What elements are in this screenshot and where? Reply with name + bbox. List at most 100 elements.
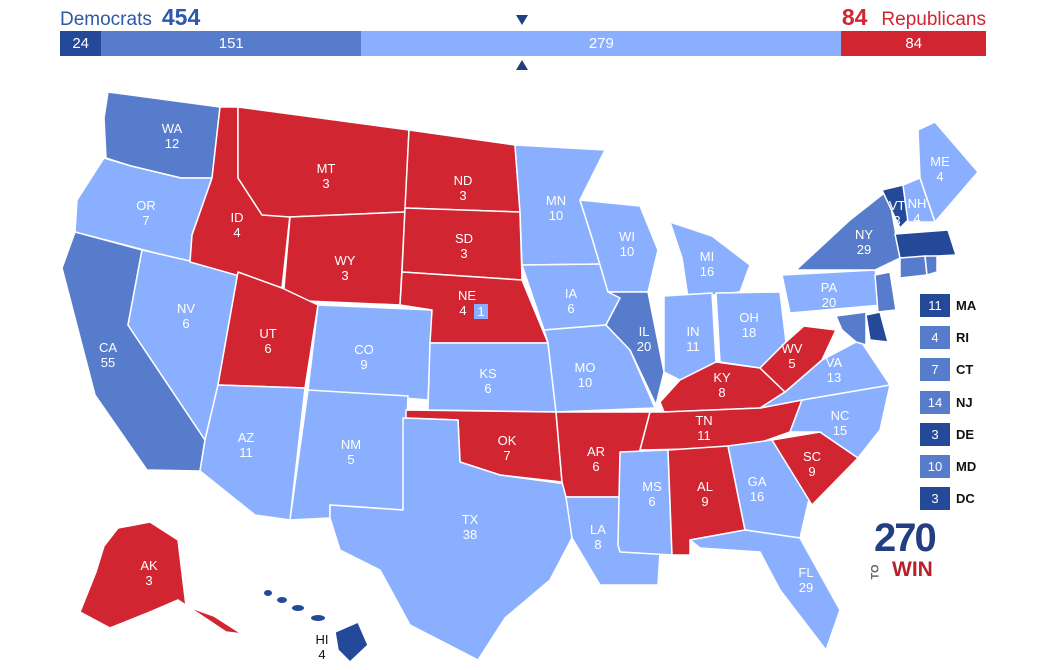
state-label-nh: NH: [908, 196, 927, 211]
legend-box-ct[interactable]: 7: [920, 358, 950, 382]
state-label-la: LA: [590, 522, 606, 537]
state-ev-ne: 4: [459, 303, 466, 318]
state-label-nv: NV: [177, 301, 195, 316]
state-ev-co: 9: [360, 357, 367, 372]
legend-row-ma[interactable]: 11 MA: [920, 289, 976, 321]
small-states-legend: 11 MA 4 RI 7 CT 14 NJ 3 DE 10 MD 3 DC: [920, 289, 976, 515]
state-ev-ak: 3: [145, 573, 152, 588]
state-ev-ia: 6: [567, 301, 574, 316]
state-hi-islet[interactable]: [277, 597, 287, 603]
state-ct[interactable]: [899, 255, 928, 279]
state-ev-ms: 6: [648, 494, 655, 509]
bar-segment-safe-rep: 84: [841, 31, 987, 56]
state-ev-tx: 38: [463, 527, 477, 542]
state-ev-ca: 55: [101, 355, 115, 370]
state-label-mt: MT: [317, 161, 336, 176]
state-label-oh: OH: [739, 310, 759, 325]
state-ev-nh: 4: [913, 211, 920, 226]
state-ev-fl: 29: [799, 580, 813, 595]
270towin-logo[interactable]: 270 TO WIN: [870, 516, 944, 582]
state-ms[interactable]: [617, 449, 673, 556]
legend-label-dc: DC: [956, 491, 975, 507]
state-label-az: AZ: [238, 430, 255, 445]
state-me[interactable]: [917, 121, 979, 223]
bar-segment-safe-dem: 24: [60, 31, 102, 56]
state-label-ut: UT: [259, 326, 276, 341]
legend-row-dc[interactable]: 3 DC: [920, 483, 976, 515]
state-il[interactable]: [605, 291, 665, 406]
state-label-sd: SD: [455, 231, 473, 246]
legend-box-nj[interactable]: 14: [920, 390, 950, 414]
legend-row-md[interactable]: 10 MD: [920, 450, 976, 482]
state-ev-wa: 12: [165, 136, 179, 151]
state-label-mo: MO: [575, 360, 596, 375]
state-label-co: CO: [354, 342, 374, 357]
legend-row-de[interactable]: 3 DE: [920, 418, 976, 450]
state-hi-islet[interactable]: [292, 605, 304, 611]
legend-box-de[interactable]: 3: [920, 422, 950, 446]
legend-box-md[interactable]: 10: [920, 455, 950, 479]
legend-row-nj[interactable]: 14 NJ: [920, 386, 976, 418]
state-label-nc: NC: [831, 408, 850, 423]
state-md[interactable]: [835, 311, 867, 346]
state-az[interactable]: [199, 384, 306, 521]
state-ut[interactable]: [217, 271, 319, 389]
state-nj[interactable]: [874, 271, 897, 313]
state-ma[interactable]: [894, 229, 957, 259]
state-label-ny: NY: [855, 227, 873, 242]
legend-box-dc[interactable]: 3: [920, 487, 950, 511]
state-hi-islet[interactable]: [264, 590, 272, 596]
legend-label-ma: MA: [956, 297, 977, 313]
state-label-va: VA: [826, 355, 843, 370]
state-ev-tn: 11: [697, 428, 711, 443]
state-ev-ok: 7: [503, 448, 510, 463]
district-ev-ne: 1: [477, 304, 484, 319]
state-ev-hi: 4: [318, 647, 325, 662]
state-hi-islet[interactable]: [311, 615, 325, 621]
electoral-vote-bar: 24 151 279 84: [60, 31, 987, 56]
legend-label-de: DE: [956, 426, 975, 442]
legend-box-ma[interactable]: 11: [920, 293, 950, 317]
270-marker-top-icon: [516, 15, 528, 25]
state-label-wi: WI: [619, 229, 635, 244]
state-ev-me: 4: [936, 169, 943, 184]
legend-row-ct[interactable]: 7 CT: [920, 354, 976, 386]
state-ev-mi: 16: [700, 264, 714, 279]
state-label-il: IL: [639, 324, 650, 339]
state-ev-nc: 15: [833, 423, 847, 438]
state-ev-wv: 5: [788, 356, 795, 371]
state-ny[interactable]: [795, 189, 901, 271]
state-label-id: ID: [231, 210, 244, 225]
270-marker-bottom-icon: [516, 60, 528, 70]
state-fl[interactable]: [689, 529, 841, 651]
logo-win-text: WIN: [892, 558, 933, 581]
state-label-tn: TN: [695, 413, 712, 428]
state-ak[interactable]: [79, 521, 243, 635]
state-de[interactable]: [865, 311, 889, 343]
state-ga[interactable]: [727, 439, 811, 539]
state-label-in: IN: [687, 324, 700, 339]
state-wv[interactable]: [759, 325, 837, 393]
state-ev-wy: 3: [341, 268, 348, 283]
district-box-ne[interactable]: [474, 304, 488, 319]
bar-segment-likely-dem: 151: [101, 31, 362, 56]
state-ev-oh: 18: [742, 325, 756, 340]
state-label-ca: CA: [99, 340, 117, 355]
bar-segment-lean-dem: 279: [361, 31, 842, 56]
state-ri[interactable]: [924, 255, 938, 276]
state-hi[interactable]: [334, 621, 369, 663]
state-ev-va: 13: [827, 370, 841, 385]
state-label-me: ME: [930, 154, 950, 169]
legend-box-ri[interactable]: 4: [920, 325, 950, 349]
state-ev-wi: 10: [620, 244, 634, 259]
legend-row-ri[interactable]: 4 RI: [920, 321, 976, 353]
state-ev-id: 4: [233, 225, 240, 240]
democrats-total: 454: [161, 4, 201, 30]
state-label-ak: AK: [140, 558, 158, 573]
state-ev-ny: 29: [857, 242, 871, 257]
logo-270-text: 270: [874, 516, 937, 560]
state-label-wa: WA: [162, 121, 183, 136]
state-label-wy: WY: [335, 253, 356, 268]
state-tx[interactable]: [329, 417, 573, 661]
legend-label-nj: NJ: [956, 394, 973, 410]
